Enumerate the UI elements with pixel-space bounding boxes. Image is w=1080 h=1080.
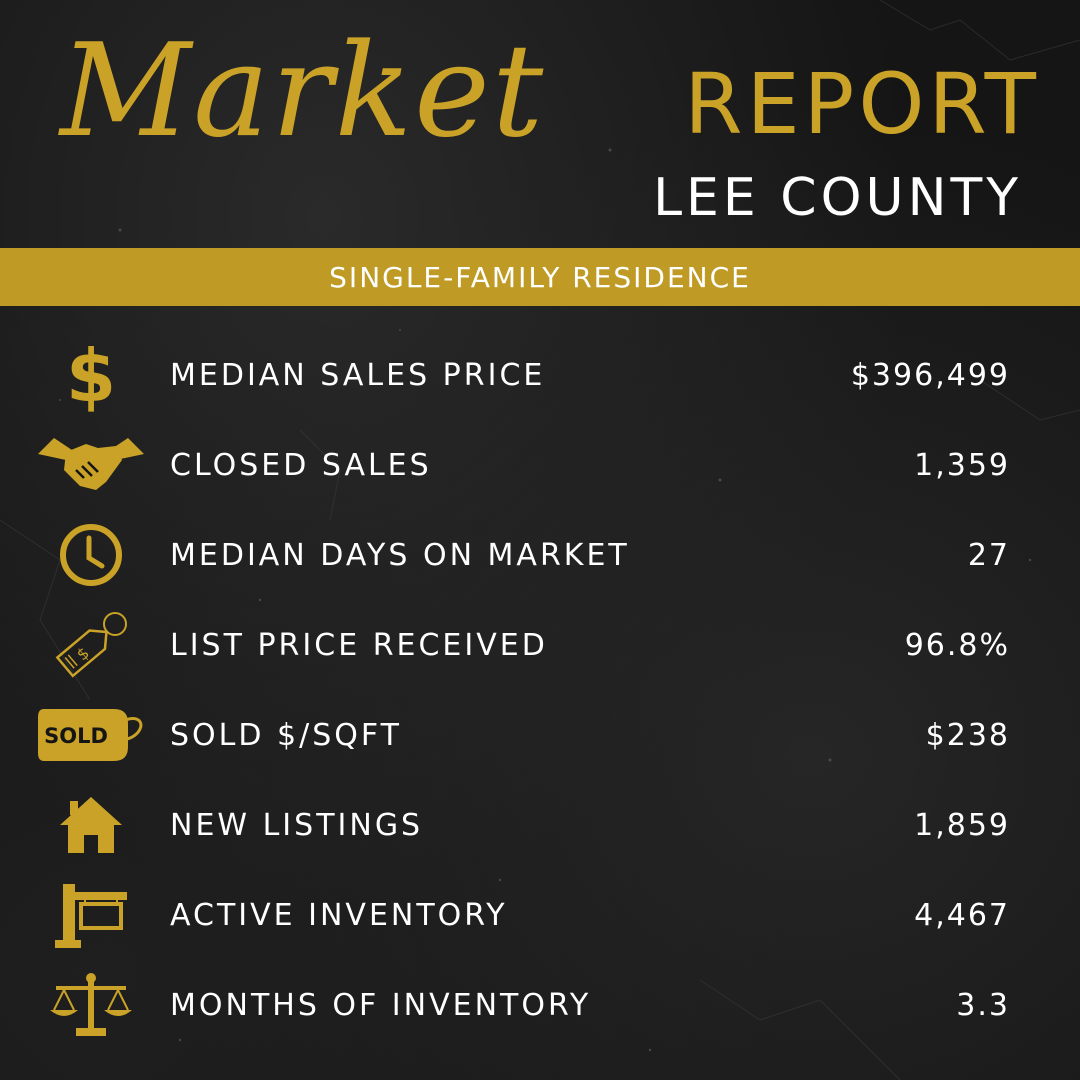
stat-label: ACTIVE INVENTORY xyxy=(170,898,508,933)
property-type-label: SINGLE-FAMILY RESIDENCE xyxy=(329,260,751,294)
house-icon xyxy=(36,780,146,870)
stat-row-active-inventory: ACTIVE INVENTORY 4,467 xyxy=(0,870,1080,960)
stat-value: 4,467 xyxy=(914,898,1010,933)
stat-row-median-sales-price: $ MEDIAN SALES PRICE $396,499 xyxy=(0,330,1080,420)
stat-label: LIST PRICE RECEIVED xyxy=(170,628,548,663)
report-title: REPORT xyxy=(684,55,1040,153)
stat-value: $396,499 xyxy=(850,358,1010,393)
scales-icon xyxy=(36,960,146,1050)
stat-label: MONTHS OF INVENTORY xyxy=(170,988,592,1023)
stat-label: SOLD $/SQFT xyxy=(170,718,402,753)
svg-text:$: $ xyxy=(66,335,116,415)
price-tag-icon: $ xyxy=(36,600,146,690)
svg-text:SOLD: SOLD xyxy=(44,724,108,748)
sign-post-icon xyxy=(36,870,146,960)
handshake-icon xyxy=(36,420,146,510)
county-title: LEE COUNTY xyxy=(653,168,1022,228)
stat-value: 27 xyxy=(967,538,1010,573)
stat-row-median-days-on-market: MEDIAN DAYS ON MARKET 27 xyxy=(0,510,1080,600)
stat-value: 3.3 xyxy=(956,988,1010,1023)
clock-icon xyxy=(36,510,146,600)
market-script-title: Market xyxy=(60,17,546,166)
stat-label: CLOSED SALES xyxy=(170,448,432,483)
stat-label: MEDIAN SALES PRICE xyxy=(170,358,546,393)
property-type-banner: SINGLE-FAMILY RESIDENCE xyxy=(0,248,1080,306)
stat-value: 96.8% xyxy=(904,628,1010,663)
dollar-icon: $ xyxy=(36,330,146,420)
sold-tag-icon: SOLD xyxy=(36,690,146,780)
stat-row-months-of-inventory: MONTHS OF INVENTORY 3.3 xyxy=(0,960,1080,1050)
stat-label: NEW LISTINGS xyxy=(170,808,424,843)
stat-label: MEDIAN DAYS ON MARKET xyxy=(170,538,630,573)
stat-row-new-listings: NEW LISTINGS 1,859 xyxy=(0,780,1080,870)
stat-row-list-price-received: $ LIST PRICE RECEIVED 96.8% xyxy=(0,600,1080,690)
stat-row-sold-per-sqft: SOLD SOLD $/SQFT $238 xyxy=(0,690,1080,780)
stat-value: $238 xyxy=(925,718,1010,753)
stat-row-closed-sales: CLOSED SALES 1,359 xyxy=(0,420,1080,510)
stat-value: 1,359 xyxy=(914,448,1010,483)
stat-value: 1,859 xyxy=(914,808,1010,843)
